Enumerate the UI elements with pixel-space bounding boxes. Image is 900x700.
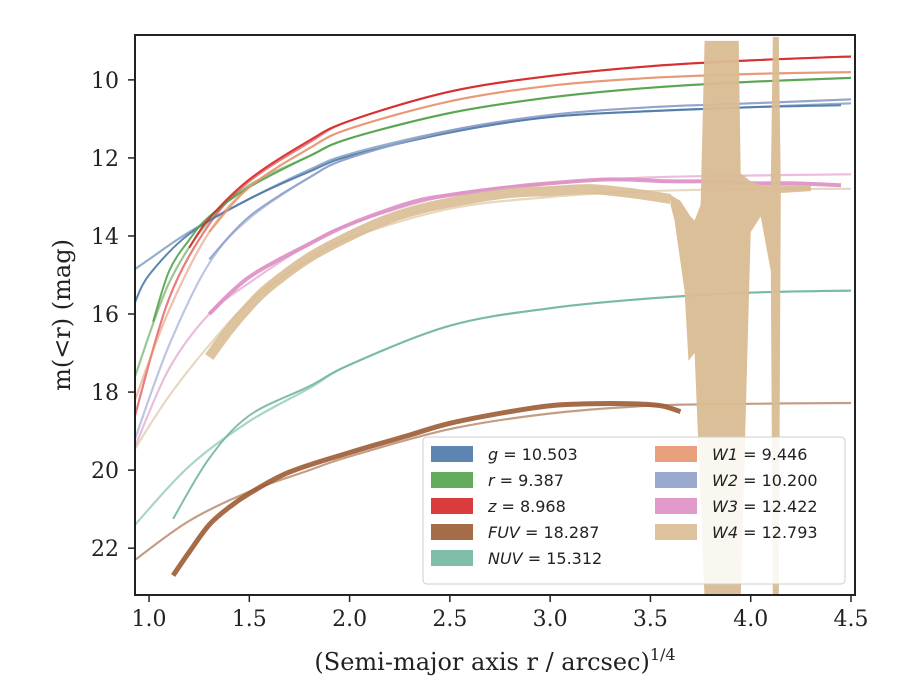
x-axis-label: (Semi-major axis r / arcsec)1/4 — [314, 645, 675, 676]
x-tick-label: 1.5 — [232, 607, 267, 632]
legend-swatch-nuv — [431, 550, 473, 566]
legend-swatch-w2 — [655, 472, 697, 488]
legend-label-r: r = 9.387 — [488, 471, 564, 490]
legend-label-fuv: FUV = 18.287 — [488, 523, 599, 542]
x-tick-label: 3.0 — [533, 607, 568, 632]
legend-swatch-w3 — [655, 498, 697, 514]
series-w2-data-line — [208, 98, 852, 261]
legend-label-z: z = 8.968 — [487, 497, 566, 516]
y-axis-label: m(<r) (mag) — [48, 239, 76, 391]
y-tick-label: 20 — [91, 459, 119, 484]
legend-label-g: g = 10.503 — [488, 445, 578, 464]
legend-swatch-z — [431, 498, 473, 514]
y-tick-label: 22 — [91, 537, 119, 562]
legend-swatch-w4 — [655, 524, 697, 540]
legend-label-w2: W2 = 10.200 — [712, 471, 818, 490]
x-tick-label: 4.5 — [833, 607, 868, 632]
legend-label-nuv: NUV = 15.312 — [488, 549, 602, 568]
y-tick-label: 12 — [91, 147, 119, 172]
legend-swatch-w1 — [655, 446, 697, 462]
y-tick-label: 14 — [91, 225, 119, 250]
series-w4-model-line — [135, 187, 852, 450]
axes-layer: 1.0 1.5 2.0 2.5 3.0 3.5 4.0 4.5 10 12 14 16 18 20 22 — [91, 69, 868, 632]
y-tick-label: 18 — [91, 381, 119, 406]
legend-swatch-fuv — [431, 524, 473, 540]
x-tick-label: 2.0 — [332, 607, 367, 632]
x-tick-label: 1.0 — [132, 607, 167, 632]
legend-label-w3: W3 = 12.422 — [712, 497, 818, 516]
legend-swatch-g — [431, 446, 473, 462]
legend-swatch-r — [431, 472, 473, 488]
y-tick-label: 16 — [91, 303, 119, 328]
legend-label-w1: W1 = 9.446 — [712, 445, 807, 464]
legend-label-w4: W4 = 12.793 — [712, 523, 818, 542]
series-r-data-line — [152, 76, 852, 323]
x-tick-label: 4.0 — [733, 607, 768, 632]
plot-frame — [134, 34, 856, 596]
x-tick-label: 3.5 — [633, 607, 668, 632]
series-w4-data-line — [205, 184, 672, 360]
y-tick-label: 10 — [91, 69, 119, 94]
x-tick-label: 2.5 — [432, 607, 467, 632]
series-fuv-data-line — [171, 401, 682, 577]
legend: g = 10.503 r = 9.387 z = 8.968 FUV = 18.287… — [422, 436, 846, 585]
legend-box — [422, 436, 846, 585]
